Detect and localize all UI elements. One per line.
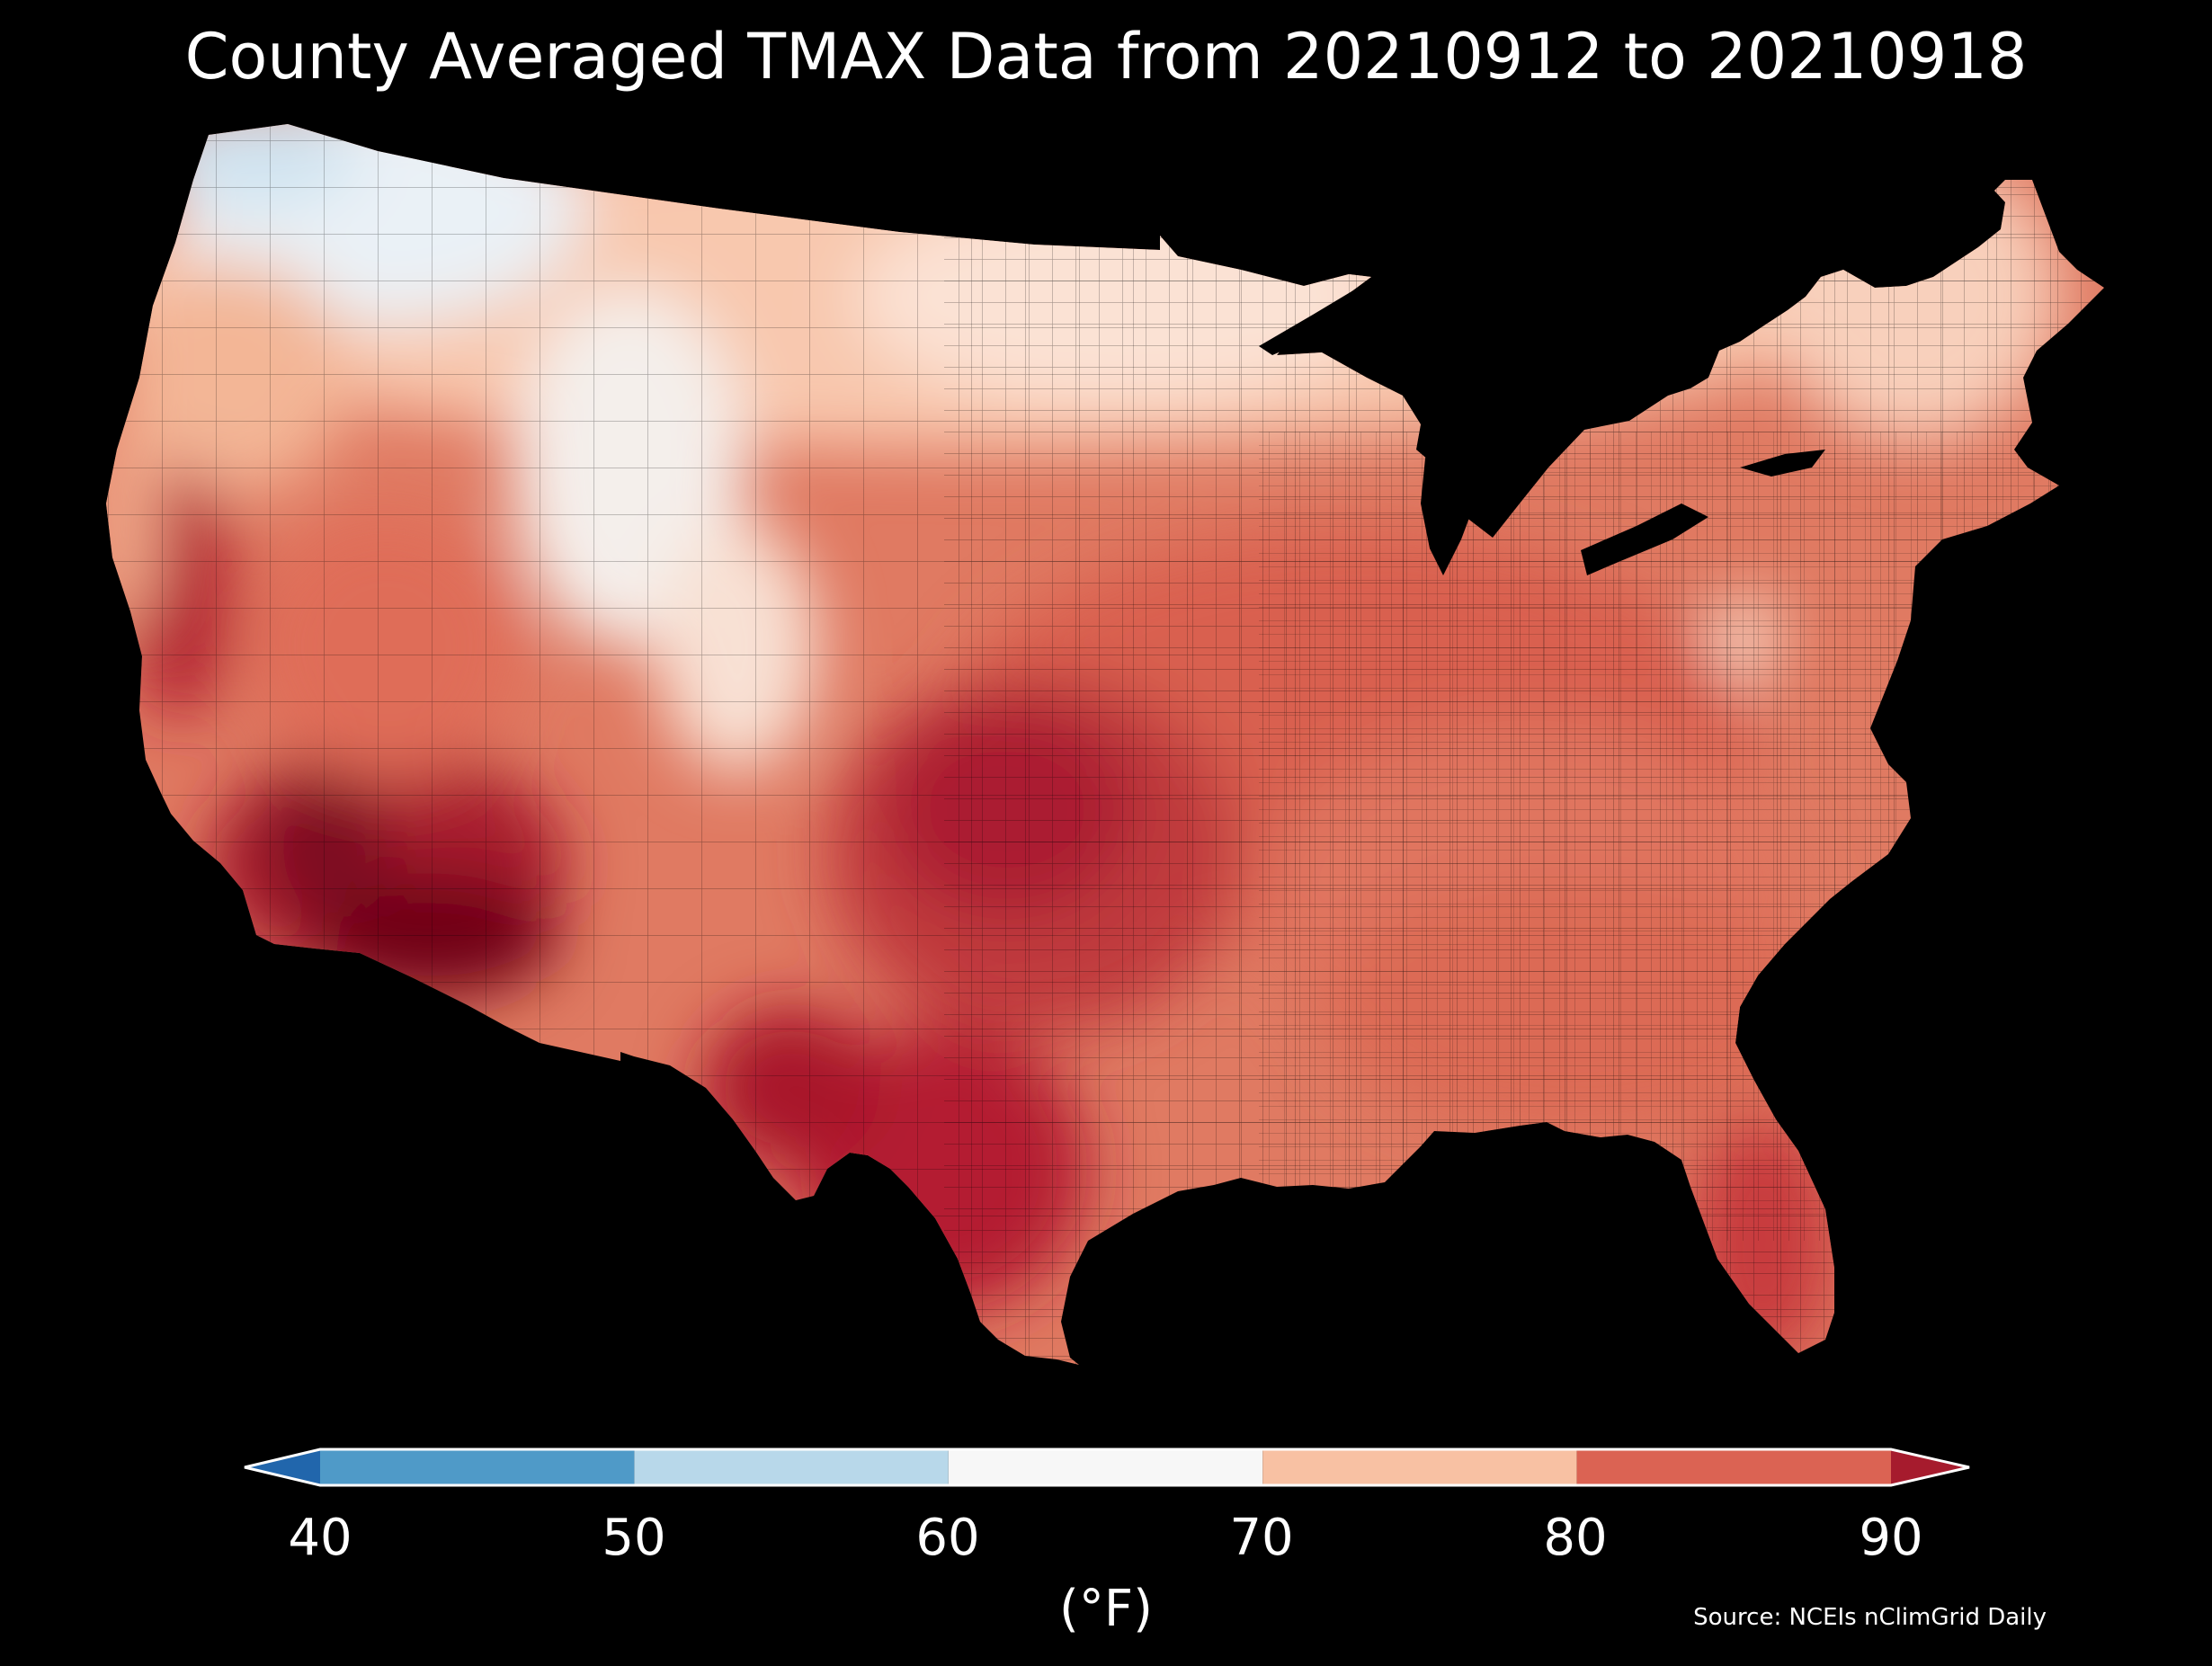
great-lakes [1259,279,1825,575]
colorbar-bin-40-50 [320,1449,635,1485]
colorbar-bin-over [1891,1449,1969,1485]
colorbar-tick-90: 90 [1859,1509,1923,1567]
colorbar-unit-label: (°F) [1059,1580,1153,1638]
colorbar-outline [244,1448,1970,1487]
map-title: County Averaged TMAX Data from 20210912 … [184,20,2028,94]
colorbar-tick-40: 40 [288,1509,352,1567]
colorbar-tick-50: 50 [602,1509,666,1567]
colorbar-bin-under [245,1449,320,1485]
colorbar-tick-60: 60 [915,1509,980,1567]
colorbar-bin-60-70 [948,1449,1263,1485]
colorbar-tick-80: 80 [1543,1509,1608,1567]
source-credit: Source: NCEIs nClimGrid Daily [1693,1604,2047,1631]
colorbar-tick-70: 70 [1229,1509,1294,1567]
colorbar-bin-70-80 [1262,1449,1577,1485]
colorbar-bin-80-90 [1576,1449,1891,1485]
colorbar-bin-50-60 [634,1449,949,1485]
